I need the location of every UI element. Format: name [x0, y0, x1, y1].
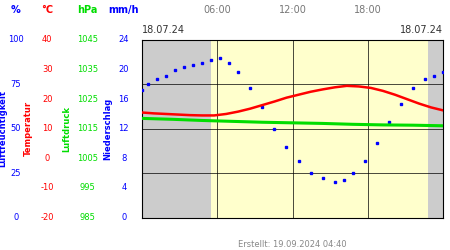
- Text: 18:00: 18:00: [354, 5, 382, 15]
- Text: -20: -20: [40, 213, 54, 222]
- Bar: [374, 40, 428, 218]
- Text: 100: 100: [8, 36, 23, 44]
- Text: 50: 50: [10, 124, 21, 133]
- Text: Luftfeuchtigkeit: Luftfeuchtigkeit: [0, 90, 7, 167]
- Text: 30: 30: [42, 65, 53, 74]
- Text: 25: 25: [10, 168, 21, 177]
- Text: -10: -10: [40, 184, 54, 192]
- Text: hPa: hPa: [77, 5, 98, 15]
- Text: °C: °C: [41, 5, 53, 15]
- Text: Erstellt: 19.09.2024 04:40: Erstellt: 19.09.2024 04:40: [238, 240, 347, 249]
- Text: 18.07.24: 18.07.24: [142, 25, 185, 35]
- Text: 75: 75: [10, 80, 21, 89]
- Text: 18.07.24: 18.07.24: [400, 25, 443, 35]
- Text: Luftdruck: Luftdruck: [62, 106, 71, 152]
- Text: 995: 995: [80, 184, 95, 192]
- Bar: [211, 40, 374, 218]
- Text: 985: 985: [80, 213, 96, 222]
- Text: 20: 20: [42, 95, 53, 104]
- Text: 06:00: 06:00: [203, 5, 231, 15]
- Text: 4: 4: [121, 184, 126, 192]
- Text: 12:00: 12:00: [279, 5, 306, 15]
- Text: 0: 0: [45, 154, 50, 163]
- Text: 1035: 1035: [77, 65, 98, 74]
- Text: mm/h: mm/h: [108, 5, 139, 15]
- Text: 1045: 1045: [77, 36, 98, 44]
- Text: 12: 12: [118, 124, 129, 133]
- Text: 1015: 1015: [77, 124, 98, 133]
- Text: Temperatur: Temperatur: [24, 101, 33, 156]
- Text: %: %: [11, 5, 21, 15]
- Text: 0: 0: [121, 213, 126, 222]
- Text: 1025: 1025: [77, 95, 98, 104]
- Text: 16: 16: [118, 95, 129, 104]
- Text: 20: 20: [118, 65, 129, 74]
- Text: 0: 0: [13, 213, 18, 222]
- Text: 10: 10: [42, 124, 53, 133]
- Text: 1005: 1005: [77, 154, 98, 163]
- Text: 24: 24: [118, 36, 129, 44]
- Text: Niederschlag: Niederschlag: [104, 98, 112, 160]
- Text: 40: 40: [42, 36, 53, 44]
- Text: 8: 8: [121, 154, 126, 163]
